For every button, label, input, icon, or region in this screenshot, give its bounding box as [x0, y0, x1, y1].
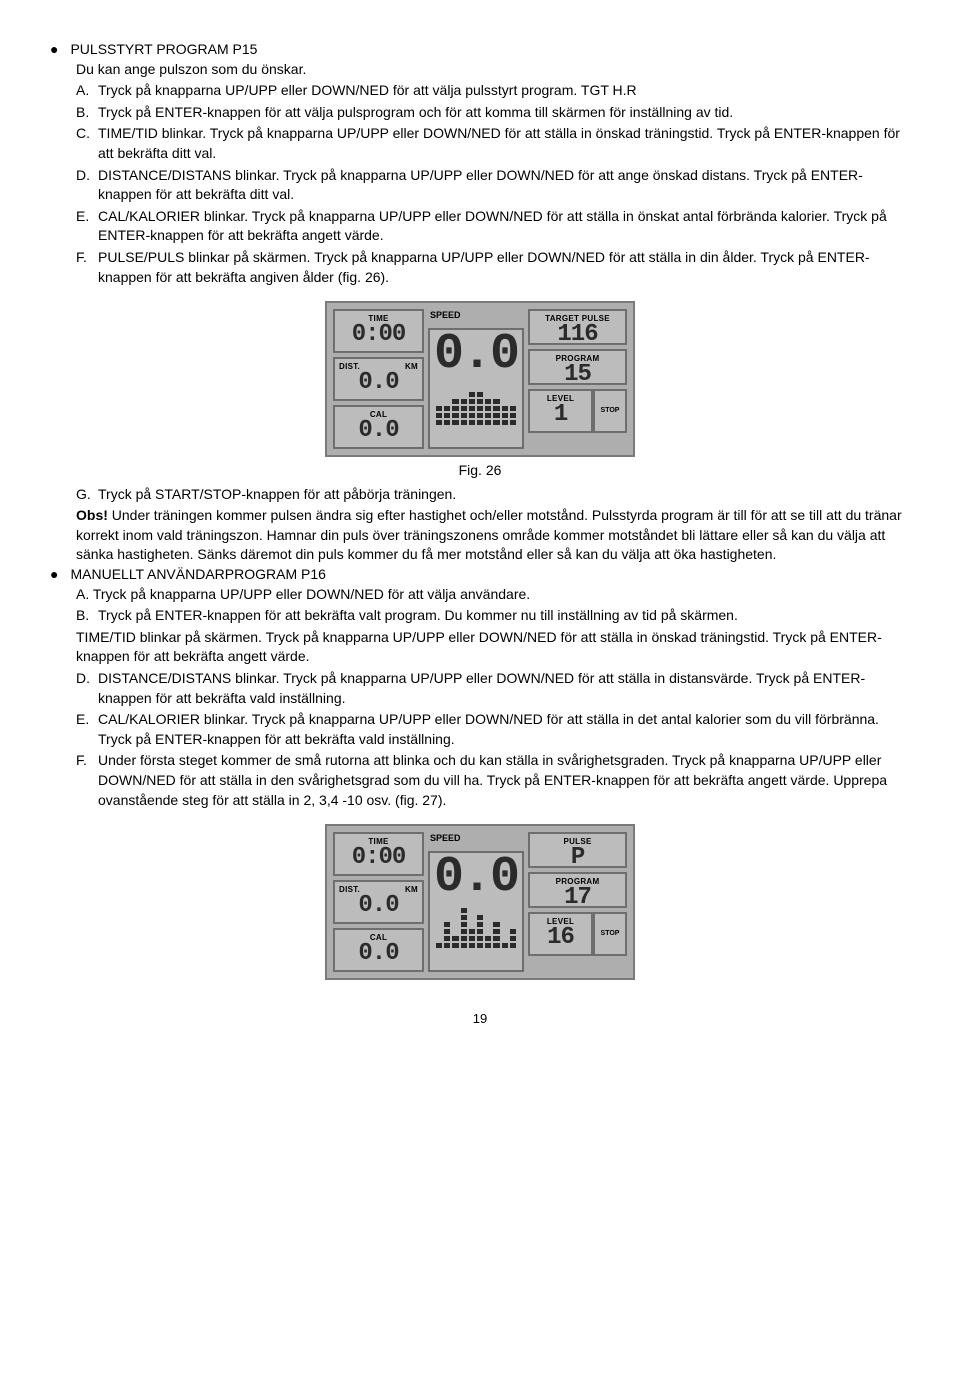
letter-item: D.DISTANCE/DISTANS blinkar. Tryck på kna…: [76, 669, 910, 708]
lcd-cal-box: CAL 0.0: [333, 928, 424, 972]
letter-item: F.Under första steget kommer de små ruto…: [76, 751, 910, 810]
lcd-time-box: TIME 0:00: [333, 832, 424, 876]
letter-item: E.CAL/KALORIER blinkar. Tryck på knappar…: [76, 207, 910, 246]
lcd-speed-box: 0.0: [428, 328, 524, 449]
lcd-program-box: PROGRAM 17: [528, 872, 627, 908]
section-p15: ● PULSSTYRT PROGRAM P15 Du kan ange puls…: [50, 40, 910, 287]
page-number: 19: [50, 1010, 910, 1028]
lcd-level-box: LEVEL 16: [528, 912, 593, 956]
lcd-program-box: PROGRAM 15: [528, 349, 627, 385]
lcd-panel: TIME 0:00 DIST. KM 0.0 CAL 0.0 SPEED: [325, 824, 635, 980]
lcd-dist-box: DIST. KM 0.0: [333, 357, 424, 401]
lcd-speed-box: 0.0: [428, 851, 524, 972]
bargraph: [434, 381, 518, 427]
section-intro: Du kan ange pulszon som du önskar.: [76, 60, 910, 80]
letter-item: A.Tryck på knapparna UP/UPP eller DOWN/N…: [76, 81, 910, 101]
lcd-dist-box: DIST. KM 0.0: [333, 880, 424, 924]
lcd-pulse-box: PULSE P: [528, 832, 627, 868]
letter-item: E.CAL/KALORIER blinkar. Tryck på knappar…: [76, 710, 910, 749]
lcd-panel: TIME 0:00 DIST. KM 0.0 CAL 0.0 SPEED: [325, 301, 635, 457]
fig-caption: Fig. 26: [50, 461, 910, 481]
section-title: MANUELLT ANVÄNDARPROGRAM P16: [70, 565, 325, 585]
lcd-stop-box: STOP: [593, 389, 627, 433]
a-line: A. Tryck på knapparna UP/UPP eller DOWN/…: [76, 585, 910, 605]
lcd-time-box: TIME 0:00: [333, 309, 424, 353]
letter-list: B.Tryck på ENTER-knappen för att bekräft…: [76, 606, 910, 626]
letter-item: C.TIME/TID blinkar. Tryck på knapparna U…: [76, 124, 910, 163]
b-extra: TIME/TID blinkar på skärmen. Tryck på kn…: [76, 628, 910, 667]
bargraph: [434, 904, 518, 950]
figure-26: TIME 0:00 DIST. KM 0.0 CAL 0.0 SPEED: [50, 301, 910, 457]
letter-item: F.PULSE/PULS blinkar på skärmen. Tryck p…: [76, 248, 910, 287]
bullet-icon: ●: [50, 40, 58, 60]
obs-paragraph: Obs! Under träningen kommer pulsen ändra…: [76, 506, 910, 565]
section-p16: ● MANUELLT ANVÄNDARPROGRAM P16 A. Tryck …: [50, 565, 910, 810]
section-title: PULSSTYRT PROGRAM P15: [70, 40, 257, 60]
letter-list: D.DISTANCE/DISTANS blinkar. Tryck på kna…: [76, 669, 910, 810]
bullet-icon: ●: [50, 565, 58, 585]
letter-item: B.Tryck på ENTER-knappen för att välja p…: [76, 103, 910, 123]
letter-list: A.Tryck på knapparna UP/UPP eller DOWN/N…: [76, 81, 910, 287]
lcd-target-pulse-box: TARGET PULSE 116: [528, 309, 627, 345]
figure-27: TIME 0:00 DIST. KM 0.0 CAL 0.0 SPEED: [50, 824, 910, 980]
letter-list-g: G. Tryck på START/STOP-knappen för att p…: [76, 485, 910, 505]
lcd-level-box: LEVEL 1: [528, 389, 593, 433]
lcd-stop-box: STOP: [593, 912, 627, 956]
letter-item: D.DISTANCE/DISTANS blinkar. Tryck på kna…: [76, 166, 910, 205]
lcd-cal-box: CAL 0.0: [333, 405, 424, 449]
letter-item: B.Tryck på ENTER-knappen för att bekräft…: [76, 606, 910, 626]
